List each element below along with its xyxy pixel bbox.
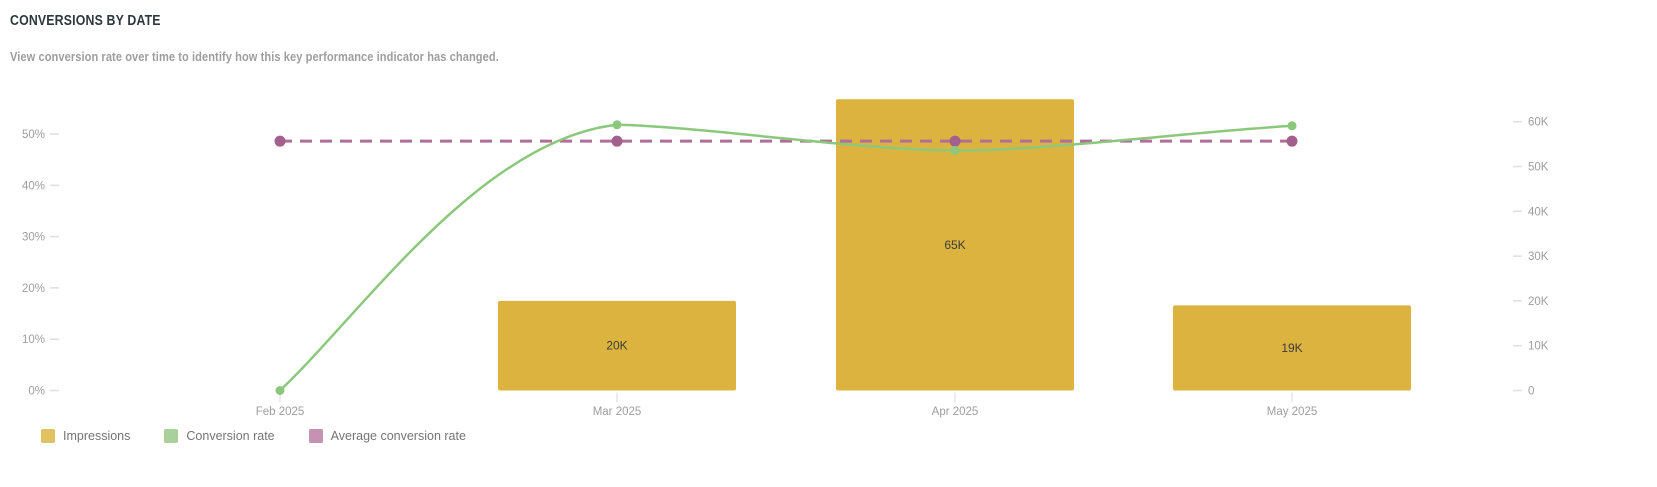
- bar-value-label: 19K: [1281, 341, 1302, 355]
- right-axis-tick-label: 40K: [1528, 206, 1549, 218]
- legend-label: Conversion rate: [186, 429, 275, 443]
- left-axis-tick-label: 20%: [22, 283, 45, 295]
- conversions-chart: 0% 10% 20% 30% 40% 50% 0 10K 20K 30K 40K 50K 60K Fe…: [22, 99, 1549, 418]
- legend-label: Average conversion rate: [330, 429, 466, 443]
- left-axis-tick-label: 40%: [22, 180, 45, 192]
- legend-item-impressions[interactable]: Impressions: [41, 429, 130, 443]
- x-axis-category-label: Feb 2025: [256, 406, 305, 418]
- conversion-rate-point[interactable]: [275, 386, 285, 395]
- conversion-rate-point[interactable]: [950, 145, 960, 155]
- impressions-swatch-icon: [41, 429, 55, 443]
- average-line-point[interactable]: [611, 135, 623, 147]
- x-axis: Feb 2025 Mar 2025 Apr 2025 May 2025: [256, 392, 1318, 418]
- average-line-point[interactable]: [274, 135, 286, 147]
- left-axis-tick-label: 30%: [22, 232, 45, 244]
- legend-item-average-conversion-rate[interactable]: Average conversion rate: [308, 429, 466, 443]
- right-axis-tick-label: 0: [1528, 386, 1534, 398]
- conversion-rate-path: [279, 123, 1293, 392]
- legend-item-conversion-rate[interactable]: Conversion rate: [164, 429, 275, 443]
- impressions-bar[interactable]: [498, 300, 736, 391]
- x-axis-category-label: Apr 2025: [932, 406, 979, 418]
- chart-legend: Impressions Conversion rate Average conv…: [41, 429, 466, 443]
- page-title: CONVERSIONS BY DATE: [10, 13, 161, 29]
- average-line-point[interactable]: [949, 135, 961, 147]
- conversion-rate-swatch-icon: [164, 429, 179, 443]
- x-axis-category-label: May 2025: [1267, 406, 1318, 418]
- right-axis: 0 10K 20K 30K 40K 50K 60K: [1513, 117, 1549, 398]
- average-conversion-rate-swatch-icon: [308, 429, 323, 443]
- left-axis-tick-label: 10%: [22, 334, 45, 346]
- x-axis-category-label: Mar 2025: [593, 406, 642, 418]
- right-axis-tick-label: 10K: [1528, 341, 1549, 353]
- average-line-point[interactable]: [1286, 135, 1298, 147]
- bar-value-label: 65K: [944, 238, 965, 252]
- conversion-rate-point[interactable]: [1287, 121, 1297, 131]
- chart-subtitle: View conversion rate over time to identi…: [10, 49, 499, 64]
- right-axis-tick-label: 20K: [1528, 296, 1549, 308]
- left-axis-tick-label: 0%: [28, 386, 45, 398]
- left-axis-tick-label: 50%: [22, 129, 45, 141]
- conversion-rate-point[interactable]: [612, 120, 622, 130]
- impressions-bars: 20K 65K 19K: [498, 99, 1411, 391]
- impressions-bar[interactable]: [836, 99, 1074, 391]
- right-axis-tick-label: 50K: [1528, 162, 1549, 174]
- right-axis-tick-label: 60K: [1528, 117, 1549, 129]
- impressions-bar[interactable]: [1173, 305, 1411, 391]
- bar-value-label: 20K: [606, 339, 627, 353]
- legend-label: Impressions: [63, 429, 131, 443]
- conversion-rate-line: [275, 120, 1297, 395]
- right-axis-tick-label: 30K: [1528, 251, 1549, 263]
- left-axis: 0% 10% 20% 30% 40% 50%: [22, 129, 59, 398]
